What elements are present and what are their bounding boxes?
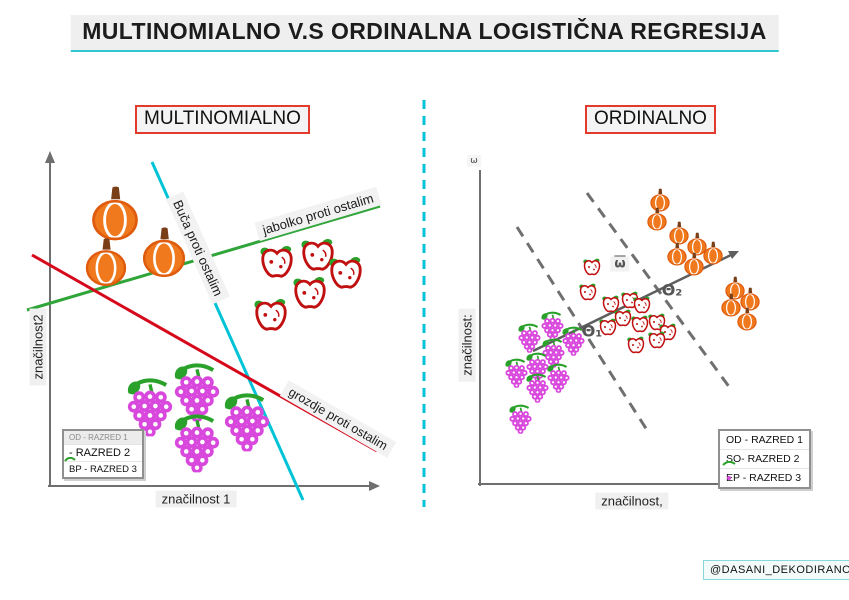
right-y-axis-label: značilnost: bbox=[458, 308, 476, 382]
left-x-axis-label: značilnost 1 bbox=[155, 490, 237, 508]
left-legend-razred2: - RAZRED 2 bbox=[64, 445, 142, 462]
right-legend-grape-dot-mark bbox=[727, 476, 731, 480]
page-title: MULTINOMIALNO V.S ORDINALNA LOGISTIČNA R… bbox=[70, 15, 779, 52]
left-legend-razred1: OD - RAZRED 1 bbox=[64, 431, 142, 445]
omega-bar-label: ω bbox=[610, 256, 630, 272]
right-y-axis-top-glyph: ω bbox=[467, 155, 481, 167]
w-direction-arrow-line bbox=[532, 253, 732, 353]
left-axes bbox=[48, 160, 370, 487]
right-legend: OD - RAZRED 1 SO- RAZRED 2 EP - RAZRED 3 bbox=[718, 429, 812, 489]
theta-2-label: Θ₂ bbox=[661, 280, 683, 300]
left-legend-razred3: BP - RAZRED 3 bbox=[69, 464, 137, 475]
right-panel-header: ORDINALNO bbox=[585, 105, 716, 134]
right-legend-razred1: OD - RAZRED 1 bbox=[720, 431, 810, 450]
left-legend-grape-stem-mark bbox=[64, 457, 76, 462]
left-panel-header: MULTINOMIALNO bbox=[135, 105, 310, 134]
left-y-axis-label: značilnost2 bbox=[29, 308, 47, 386]
left-x-axis-arrowhead bbox=[369, 481, 380, 491]
theta-1-label: Θ₁ bbox=[581, 321, 603, 341]
w-direction-arrowhead bbox=[728, 251, 739, 259]
watermark-badge: @DASANI_DEKODIRANO bbox=[703, 560, 849, 580]
right-x-axis-label: značilnost, bbox=[595, 492, 669, 510]
right-legend-razred3: EP - RAZRED 3 bbox=[726, 472, 802, 484]
right-legend-razred2: SO- RAZRED 2 bbox=[720, 450, 810, 469]
left-legend: OD - RAZRED 1 - RAZRED 2 BP - RAZRED 3 bbox=[62, 429, 144, 479]
right-legend-grape-stem-mark bbox=[722, 461, 736, 466]
left-y-axis-arrowhead bbox=[45, 151, 55, 163]
